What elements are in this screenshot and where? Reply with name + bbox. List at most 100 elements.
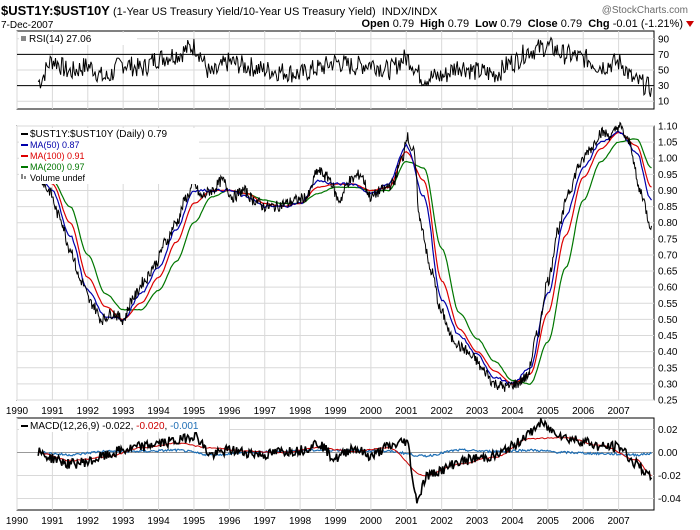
macd-x-tick-label: 2003 [466,516,489,527]
ma200-line [38,138,652,385]
chart-symbol: $UST1Y:$UST10Y [1,3,110,18]
low-label: Low [475,18,497,30]
rsi-panel: 10 30 50 70 90 RSI(14) 27.06 [16,30,670,110]
x-tick-label: 1996 [218,406,241,417]
open-value: 0.79 [393,18,414,30]
price-legend-bg [19,128,199,184]
macd-x-tick-label: 1990 [6,516,29,527]
low-value: 0.79 [500,18,521,30]
price-y-tick-label: 0.45 [658,331,678,342]
macd-legend-comma-2: , [165,421,168,432]
price-y-tick-label: 0.80 [658,218,678,229]
macd-x-tick-label: 2000 [360,516,383,527]
price-line [37,121,652,392]
macd-panel: 0.02 0.00 -0.02 -0.04 MACD(12,26,9) -0.022,… [16,417,681,511]
macd-x-tick-label: 1996 [218,516,241,527]
rsi-y-tick-label: 70 [658,50,670,61]
rsi-legend: RSI(14) 27.06 [29,34,92,45]
price-legend: $UST1Y:$UST10Y (Daily) 0.79 MA(50) 0.87 … [19,128,199,184]
macd-legend-signal: -0.020 [136,421,165,432]
high-label: High [420,18,445,30]
price-y-tick-label: 0.65 [658,267,678,278]
x-tick-label: 1998 [289,406,312,417]
x-tick-label: 2002 [431,406,454,417]
legend-swatch-ma50 [21,144,28,146]
ma50-line [37,130,652,385]
down-triangle-icon [686,21,694,27]
x-tick-label: 1997 [254,406,277,417]
macd-legend-prefix: MACD(12,26,9) [30,421,99,432]
x-tick-label: 2004 [501,406,524,417]
open-label: Open [362,18,390,30]
chart-exchange: INDX/INDX [382,6,438,18]
rsi-y-tick-label: 10 [658,97,670,108]
legend-swatch-price [21,133,28,135]
price-y-tick-label: 0.40 [658,347,678,358]
macd-legend: MACD(12,26,9) -0.022, -0.020, -0.001 [30,421,199,432]
price-y-tick-label: 0.85 [658,202,678,213]
legend-ma50: MA(50) 0.87 [30,140,80,150]
x-tick-label: 1992 [77,406,100,417]
macd-x-tick-label: 2002 [431,516,454,527]
rsi-y-tick-label: 50 [658,66,670,77]
chart-description-text: (1-Year US Treasury Yield/10-Year US Tre… [113,6,376,18]
macd-y-tick-label: 0.02 [658,425,678,436]
chart-description: (1-Year US Treasury Yield/10-Year US Tre… [113,6,438,18]
macd-x-tick-label: 1999 [324,516,347,527]
x-tick-label: 2007 [607,406,630,417]
legend-swatch-volume [21,174,23,179]
legend-swatch-volume-2 [24,176,26,179]
price-y-tick-label: 0.75 [658,234,678,245]
high-value: 0.79 [448,18,469,30]
price-y-tick-label: 0.90 [658,186,678,197]
macd-y-tick-label: 0.00 [658,448,678,459]
macd-x-tick-label: 1993 [112,516,135,527]
legend-swatch-ma100 [21,155,28,157]
macd-x-tick-label: 1992 [77,516,100,527]
close-label: Close [528,18,558,30]
chg-label: Chg [588,18,609,30]
x-tick-label: 1994 [147,406,170,417]
x-tick-label: 1991 [41,406,64,417]
legend-volume: Volume undef [30,173,86,183]
price-panel: 1.10 1.05 1.00 0.95 0.90 0.85 0.80 0.75 0.70 0.65… [16,121,678,407]
chart-date: 7-Dec-2007 [1,20,54,31]
legend-ma100: MA(100) 0.91 [30,151,85,161]
macd-x-tick-label: 1995 [183,516,206,527]
x-tick-label: 1999 [324,406,347,417]
macd-x-tick-label: 1997 [254,516,277,527]
x-tick-label: 1993 [112,406,135,417]
legend-swatch-ma200 [21,166,28,168]
macd-x-tick-label: 2007 [607,516,630,527]
x-tick-label: 1995 [183,406,206,417]
price-y-tick-label: 0.30 [658,379,678,390]
macd-y-tick-label: -0.04 [658,494,681,505]
stockcharts-watermark: @StockCharts.com [602,5,688,16]
price-y-tick-label: 0.50 [658,315,678,326]
macd-x-tick-label: 2004 [501,516,524,527]
x-tick-label: 2006 [572,406,595,417]
price-y-tick-label: 0.35 [658,363,678,374]
x-tick-label: 2001 [395,406,418,417]
price-y-tick-label: 0.60 [658,283,678,294]
macd-legend-bg [19,420,229,432]
macd-y-tick-label: -0.02 [658,471,681,482]
macd-x-tick-label: 1998 [289,516,312,527]
rsi-legend-swatch [21,36,26,41]
rsi-legend-bg [19,33,137,45]
macd-x-tick-label: 1994 [147,516,170,527]
legend-price: $UST1Y:$UST10Y (Daily) 0.79 [30,129,168,140]
price-y-tick-label: 1.10 [658,122,678,133]
macd-legend-swatch [21,425,28,427]
macd-x-tick-label: 2005 [537,516,560,527]
macd-x-tick-label: 1991 [41,516,64,527]
x-tick-label: 2005 [537,406,560,417]
rsi-y-tick-label: 90 [658,34,670,45]
macd-x-tick-label: 2006 [572,516,595,527]
price-y-tick-label: 1.05 [658,138,678,149]
macd-legend-macd: -0.022 [102,421,131,432]
chg-value: -0.01 (-1.21%) [613,18,683,30]
legend-ma200: MA(200) 0.97 [30,162,85,172]
x-tick-label: 2003 [466,406,489,417]
